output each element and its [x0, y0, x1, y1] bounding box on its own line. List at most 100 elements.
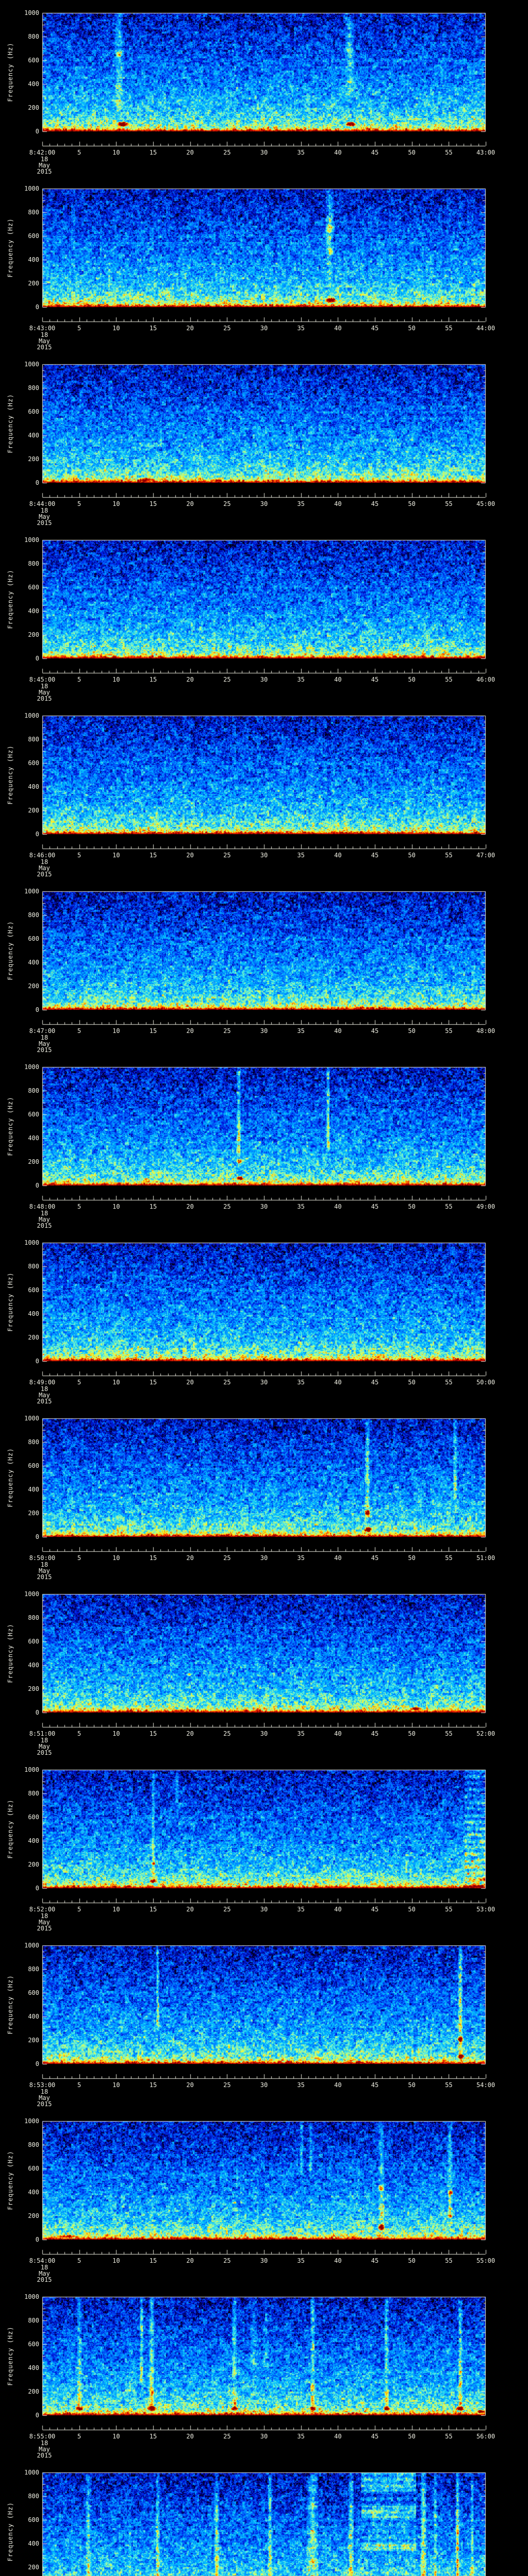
spectrogram-panel-8-44-00: Frequency (Hz) 0 200 400 600 800 1000 8:44:00 5 1…	[0, 351, 528, 527]
x-end-time-label: 48:00	[476, 1027, 496, 1035]
y-tick-label: 400	[28, 1134, 39, 1142]
x-tick-label: 10	[112, 676, 120, 683]
x-start-time-label: 8:46:00	[29, 852, 56, 859]
x-tick-label: 55	[445, 1027, 453, 1035]
date-line: May	[39, 1392, 50, 1399]
y-tick-label: 600	[28, 232, 39, 240]
x-tick-label: 5	[77, 1730, 81, 1737]
y-tick-label: 200	[28, 104, 39, 111]
y-tick-label: 400	[28, 2013, 39, 2020]
x-tick-label: 40	[334, 149, 342, 156]
y-tick-label: 800	[28, 1438, 39, 1446]
y-tick-label: 0	[35, 128, 39, 135]
y-tick-label: 800	[28, 384, 39, 392]
x-tick-label: 55	[445, 1730, 453, 1737]
x-tick-label: 30	[260, 852, 268, 859]
y-tick-label: 600	[28, 1638, 39, 1645]
x-tick-label: 15	[149, 1554, 157, 1562]
y-tick-label: 1000	[24, 536, 39, 544]
x-tick-label: 20	[186, 1203, 194, 1210]
x-tick-label: 25	[223, 852, 231, 859]
x-tick-label: 30	[260, 2257, 268, 2264]
y-tick-label: 1000	[24, 1590, 39, 1598]
y-tick-label: 1000	[24, 361, 39, 368]
x-tick-label: 5	[77, 1379, 81, 1386]
x-start-time-label: 8:49:00	[29, 1379, 56, 1386]
y-tick-label: 800	[28, 33, 39, 40]
spectrogram-panel-8-49-00: Frequency (Hz) 0 200 400 600 800 1000 8:49:00 5 1…	[0, 1230, 528, 1405]
x-tick-label: 25	[223, 2257, 231, 2264]
date-line: 18	[40, 2264, 48, 2271]
x-start-time-label: 8:43:00	[29, 325, 56, 332]
x-tick-label: 5	[77, 2433, 81, 2440]
x-tick-label: 50	[408, 1379, 416, 1386]
x-tick-label: 10	[112, 1554, 120, 1562]
x-tick-label: 20	[186, 1027, 194, 1035]
x-tick-label: 20	[186, 2081, 194, 2089]
x-tick-label: 20	[186, 1379, 194, 1386]
y-tick-label: 1000	[24, 9, 39, 16]
x-tick-label: 25	[223, 1554, 231, 1562]
date-line: 18	[40, 1737, 48, 1744]
x-start-time-label: 8:51:00	[29, 1730, 56, 1737]
x-tick-label: 35	[297, 1730, 305, 1737]
x-tick-label: 50	[408, 2081, 416, 2089]
x-tick-label: 20	[186, 149, 194, 156]
y-tick-label: 600	[28, 2165, 39, 2172]
x-tick-label: 15	[149, 2433, 157, 2440]
x-tick-label: 55	[445, 1906, 453, 1913]
y-axis-title: Frequency (Hz)	[7, 745, 14, 805]
x-start-time-label: 8:53:00	[29, 2081, 56, 2089]
x-tick-label: 25	[223, 1379, 231, 1386]
x-tick-label: 5	[77, 852, 81, 859]
x-tick-label: 5	[77, 325, 81, 332]
date-line: 2015	[37, 1925, 52, 1932]
y-axis-title: Frequency (Hz)	[7, 2502, 14, 2562]
y-tick-label: 0	[35, 1006, 39, 1013]
x-tick-label: 35	[297, 1203, 305, 1210]
x-tick-label: 30	[260, 1906, 268, 1913]
date-line: 18	[40, 507, 48, 514]
x-tick-label: 50	[408, 500, 416, 507]
x-tick-label: 35	[297, 676, 305, 683]
y-tick-label: 400	[28, 80, 39, 88]
x-tick-label: 25	[223, 676, 231, 683]
x-tick-label: 50	[408, 676, 416, 683]
date-line: May	[39, 2446, 50, 2453]
date-line: May	[39, 513, 50, 520]
x-tick-label: 5	[77, 2081, 81, 2089]
y-tick-label: 800	[28, 2141, 39, 2148]
y-tick-label: 1000	[24, 2469, 39, 2476]
spectrogram-panel-8-43-00: Frequency (Hz) 0 200 400 600 800 1000 8:43:00 5 1…	[0, 176, 528, 351]
x-tick-label: 35	[297, 2081, 305, 2089]
y-tick-label: 200	[28, 455, 39, 463]
y-tick-label: 0	[35, 2060, 39, 2067]
date-line: May	[39, 337, 50, 345]
y-axis-title: Frequency (Hz)	[7, 218, 14, 278]
x-end-time-label: 49:00	[476, 1203, 496, 1210]
x-tick-label: 55	[445, 325, 453, 332]
spectrogram-canvas	[0, 176, 528, 351]
x-tick-label: 25	[223, 1027, 231, 1035]
x-tick-label: 10	[112, 1379, 120, 1386]
y-tick-label: 400	[28, 2540, 39, 2547]
x-tick-label: 30	[260, 500, 268, 507]
x-tick-label: 35	[297, 2433, 305, 2440]
x-tick-label: 45	[371, 149, 379, 156]
y-tick-label: 0	[35, 1885, 39, 1892]
x-end-time-label: 45:00	[476, 500, 496, 507]
x-tick-label: 45	[371, 1379, 379, 1386]
x-tick-label: 30	[260, 149, 268, 156]
y-axis-title: Frequency (Hz)	[7, 1448, 14, 1507]
x-tick-label: 30	[260, 2081, 268, 2089]
x-start-time-label: 8:48:00	[29, 1203, 56, 1210]
x-tick-label: 35	[297, 2257, 305, 2264]
spectrogram-canvas	[0, 2284, 528, 2460]
x-tick-label: 15	[149, 676, 157, 683]
y-tick-label: 400	[28, 783, 39, 790]
x-tick-label: 55	[445, 149, 453, 156]
x-end-time-label: 51:00	[476, 1554, 496, 1562]
y-tick-label: 800	[28, 736, 39, 743]
x-tick-label: 5	[77, 1554, 81, 1562]
x-tick-label: 40	[334, 1379, 342, 1386]
